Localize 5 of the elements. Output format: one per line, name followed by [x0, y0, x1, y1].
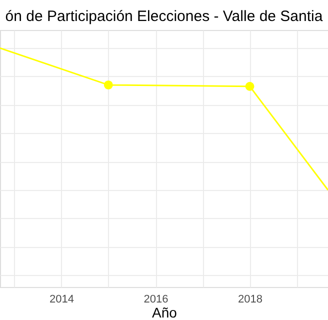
chart-title: ón de Participación Elecciones - Valle de Santia — [5, 8, 324, 25]
x-tick-label: 2016 — [144, 294, 168, 306]
x-axis-title: Año — [152, 304, 178, 320]
x-tick-label: 2018 — [238, 294, 263, 306]
x-tick-label: 2014 — [50, 294, 74, 306]
